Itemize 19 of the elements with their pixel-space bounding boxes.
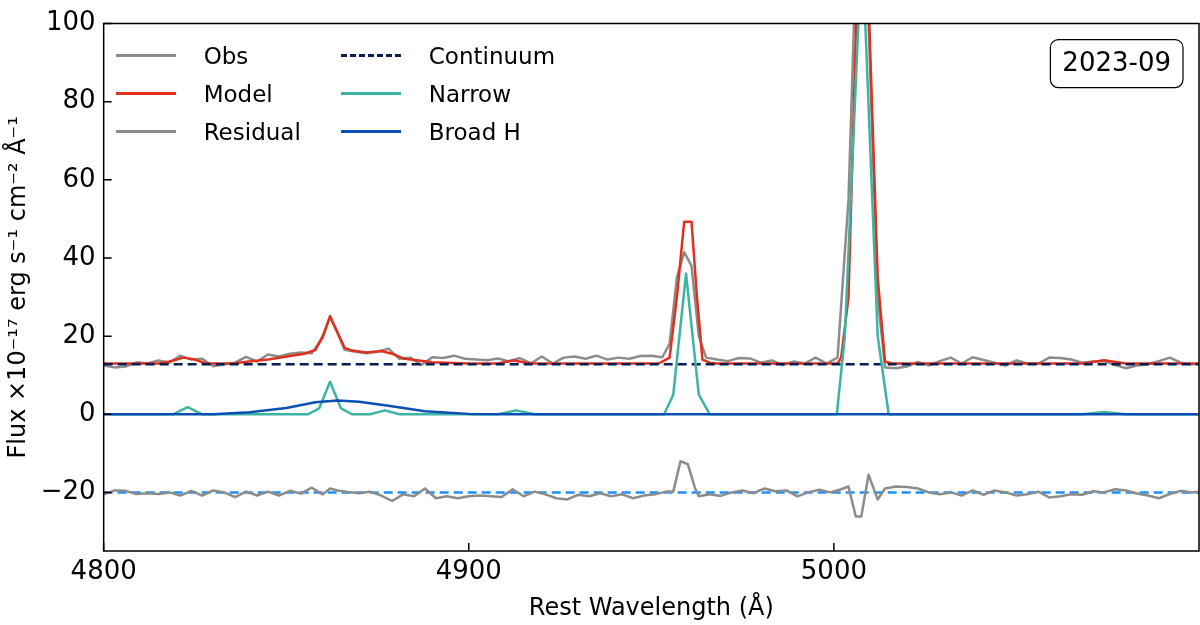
- legend-label: Broad H: [428, 118, 521, 145]
- y-tick-label: 80: [62, 84, 96, 115]
- y-tick-label: −20: [40, 475, 96, 506]
- y-axis-title: Flux ×10⁻¹⁷ erg s⁻¹ cm⁻² Å⁻¹: [1, 116, 31, 459]
- x-axis-title: Rest Wavelength (Å): [528, 591, 774, 621]
- y-tick-label: 0: [79, 397, 96, 428]
- x-tick-label: 5000: [800, 555, 867, 586]
- legend-label: Model: [203, 80, 273, 107]
- legend-label: Continuum: [428, 42, 556, 69]
- y-tick-label: 100: [46, 6, 96, 37]
- legend-label: Obs: [203, 42, 249, 69]
- y-tick-label: 40: [62, 240, 96, 271]
- x-tick-label: 4900: [435, 555, 502, 586]
- y-tick-label: 60: [62, 162, 96, 193]
- legend-label: Narrow: [428, 80, 511, 107]
- legend-label: Residual: [203, 118, 301, 145]
- x-tick-label: 4800: [70, 555, 137, 586]
- annotation: 2023-09: [1062, 47, 1172, 78]
- y-tick-label: 20: [62, 318, 96, 349]
